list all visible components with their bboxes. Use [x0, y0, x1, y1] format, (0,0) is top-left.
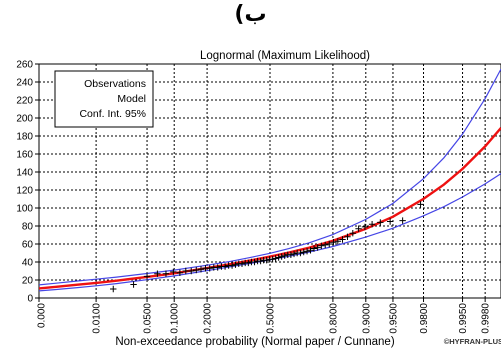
observation-point [251, 258, 258, 266]
observation-point [303, 248, 311, 255]
observation-point [339, 236, 346, 243]
observation-point [238, 260, 246, 267]
observation-point [314, 244, 321, 251]
y-tick-label: 40 [22, 258, 34, 269]
figure-caption: ب) [234, 2, 267, 27]
y-tick-label: 20 [22, 276, 34, 287]
observation-point [355, 225, 362, 232]
observation-point [290, 250, 298, 258]
observation-point [310, 245, 318, 252]
observation-point [130, 281, 137, 288]
observation-point [206, 265, 213, 272]
y-tick-label: 180 [16, 132, 33, 143]
y-tick-label: 260 [16, 60, 33, 71]
confidence-upper-line [39, 68, 501, 286]
observation-point [330, 239, 337, 246]
observation-point [214, 264, 221, 271]
y-tick-label: 60 [22, 240, 34, 251]
observation-point [300, 248, 307, 256]
observation-point [326, 240, 333, 248]
y-tick-label: 140 [16, 168, 33, 179]
observation-point [269, 256, 276, 263]
observation-point [368, 221, 376, 228]
x-tick-label: 0.0500 [143, 303, 154, 334]
observation-point [263, 257, 270, 264]
x-tick-label: 0.5000 [266, 303, 277, 334]
observation-point [221, 263, 229, 270]
observation-point [170, 268, 177, 276]
x-tick-label: 0.9800 [419, 303, 430, 334]
legend-entry: Model [117, 93, 146, 105]
observation-point [154, 270, 161, 277]
y-tick-label: 80 [22, 222, 34, 233]
observation-point [188, 267, 195, 275]
y-tick-label: 0 [27, 294, 33, 305]
chart-title: Lognormal (Maximum Likelihood) [200, 50, 370, 62]
observation-point [228, 262, 236, 269]
observation-point [278, 253, 285, 260]
y-tick-label: 160 [16, 150, 33, 161]
observation-point [281, 252, 288, 259]
x-tick-label: 0.8000 [328, 303, 339, 334]
observation-point [322, 241, 329, 249]
observation-point [272, 255, 279, 262]
observation-point [176, 269, 184, 276]
watermark: ©HYFRAN-PLUS [444, 337, 501, 346]
y-tick-label: 120 [16, 186, 33, 197]
y-tick-label: 200 [16, 114, 33, 125]
x-tick-label: 0.0100 [92, 303, 103, 334]
observation-point [182, 267, 189, 275]
observation-point [307, 247, 314, 254]
observation-point [386, 218, 394, 225]
observation-point [257, 257, 264, 265]
observation-point [399, 217, 406, 224]
x-axis-label: Non-exceedance probability (Normal paper… [115, 336, 395, 348]
x-tick-label: 0.9980 [481, 303, 492, 334]
observation-point [143, 273, 151, 280]
observation-point [377, 219, 384, 226]
x-tick-label: 0.9950 [458, 303, 469, 334]
legend-entry: Observations [84, 78, 146, 90]
observation-point [334, 238, 342, 245]
legend-box [54, 70, 154, 128]
observation-point [318, 242, 325, 249]
observation-point [349, 230, 357, 237]
observation-point [162, 270, 170, 277]
observation-point [110, 285, 117, 293]
x-tick-label: 0.2000 [203, 303, 214, 334]
observation-point [232, 261, 239, 268]
legend-entry: Conf. Int. 95% [79, 108, 146, 120]
x-tick-label: 0.9500 [388, 303, 399, 334]
y-tick-label: 220 [16, 96, 33, 107]
y-tick-label: 100 [16, 204, 33, 215]
observation-point [417, 201, 424, 208]
observation-point [297, 249, 304, 257]
observation-point [275, 254, 282, 261]
x-tick-label: 0.9000 [361, 303, 372, 334]
observation-point [361, 223, 369, 231]
observation-point [245, 259, 252, 267]
observation-point [344, 233, 351, 240]
y-tick-label: 240 [16, 78, 33, 89]
x-tick-label: 0.000 [37, 303, 48, 328]
observation-point [287, 251, 295, 258]
observation-point [193, 266, 200, 274]
observation-point [197, 266, 205, 273]
plot-border [38, 63, 501, 299]
x-tick-label: 0.1000 [170, 303, 181, 334]
